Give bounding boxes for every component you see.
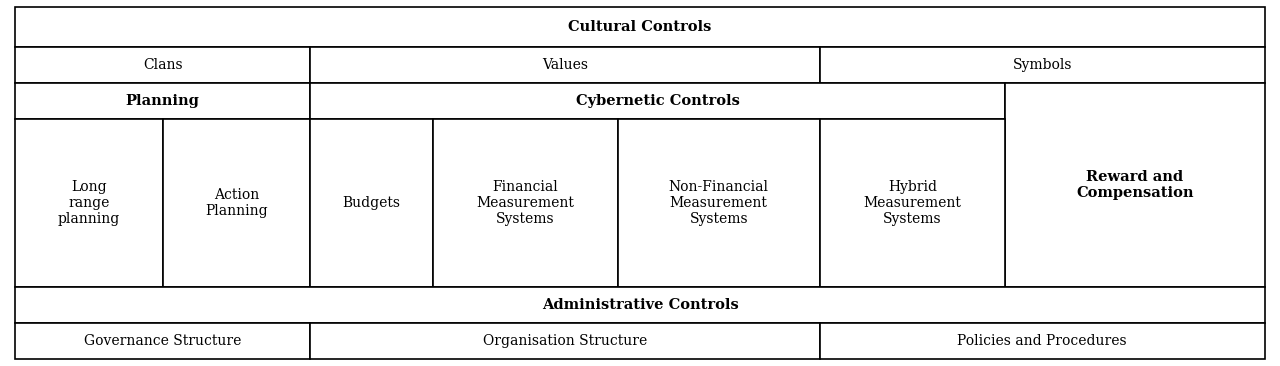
- Bar: [310, 119, 433, 287]
- Text: Hybrid
Measurement
Systems: Hybrid Measurement Systems: [864, 180, 961, 226]
- Text: Planning: Planning: [125, 94, 200, 108]
- Bar: [820, 46, 1265, 83]
- Text: Administrative Controls: Administrative Controls: [541, 298, 739, 312]
- Bar: [163, 119, 310, 287]
- Text: Organisation Structure: Organisation Structure: [483, 334, 648, 348]
- Text: Budgets: Budgets: [343, 196, 401, 210]
- Bar: [15, 119, 163, 287]
- Text: Cultural Controls: Cultural Controls: [568, 20, 712, 34]
- Bar: [310, 323, 820, 359]
- Bar: [310, 83, 1005, 119]
- Text: Reward and
Compensation: Reward and Compensation: [1076, 170, 1193, 200]
- Bar: [15, 83, 310, 119]
- Text: Clans: Clans: [143, 58, 183, 72]
- Text: Symbols: Symbols: [1012, 58, 1073, 72]
- Text: Long
range
planning: Long range planning: [58, 180, 120, 226]
- Bar: [15, 7, 1265, 46]
- Text: Values: Values: [541, 58, 588, 72]
- Bar: [820, 323, 1265, 359]
- Bar: [820, 119, 1005, 287]
- Bar: [433, 119, 617, 287]
- Text: Policies and Procedures: Policies and Procedures: [957, 334, 1128, 348]
- Text: Cybernetic Controls: Cybernetic Controls: [576, 94, 740, 108]
- Text: Action
Planning: Action Planning: [205, 188, 268, 218]
- Text: Financial
Measurement
Systems: Financial Measurement Systems: [476, 180, 573, 226]
- Bar: [15, 287, 1265, 323]
- Bar: [310, 46, 820, 83]
- Bar: [15, 46, 310, 83]
- Text: Non-Financial
Measurement
Systems: Non-Financial Measurement Systems: [668, 180, 769, 226]
- Bar: [617, 119, 820, 287]
- Bar: [1005, 83, 1265, 287]
- Bar: [15, 323, 310, 359]
- Text: Governance Structure: Governance Structure: [84, 334, 242, 348]
